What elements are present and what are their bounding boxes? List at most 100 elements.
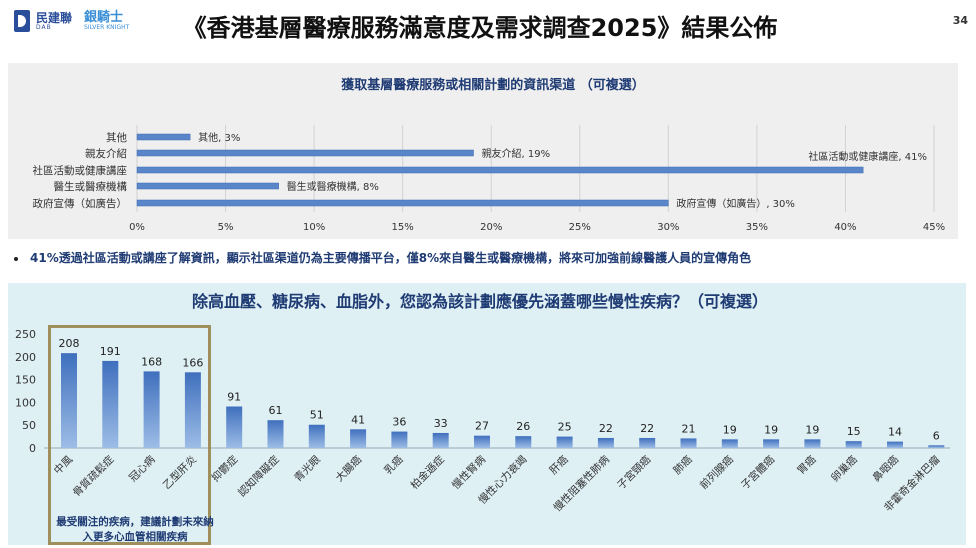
bar [680,438,697,448]
data-label: 21 [682,422,696,435]
dab-logo-text: 民建聯 [36,10,73,25]
bar [556,436,573,448]
chart-title: 獲取基層醫療服務或相關計劃的資訊渠道 （可複選） [341,77,645,93]
silver-knight-logo: 銀騎士 SILVER KNIGHT [84,11,129,31]
category-label: 政府宣傳（如廣告） [33,197,128,210]
x-tick-label: 0% [129,222,145,233]
bar [136,166,864,174]
data-label: 41 [351,413,365,426]
bar [474,435,490,448]
y-tick-label: 100 [15,396,36,409]
y-tick-label: 200 [15,351,36,364]
chart-title: 除高血壓、糖尿病、血脂外，您認為該計劃應優先涵蓋哪些慢性疾病？（可複選） [192,292,768,311]
silver-knight-logo-sub: SILVER KNIGHT [84,24,130,31]
category-label: 子宮頸癌 [614,453,653,492]
category-label: 認知障礙症 [235,453,282,500]
data-label: 19 [764,423,778,436]
silver-knight-logo-text: 銀騎士 [84,10,124,25]
data-label: 19 [723,423,737,436]
category-label: 其他 [106,131,127,144]
y-tick-label: 50 [22,419,36,432]
bar [143,371,160,448]
category-label: 肝癌 [547,453,571,477]
data-label: 14 [888,426,902,439]
y-tick-label: 0 [29,442,36,455]
bar [597,437,614,448]
category-label: 抑鬱症 [209,453,241,485]
top-diseases-highlight-box [48,325,211,545]
category-label: 慢性腎病 [449,453,488,492]
data-label: 其他, 3% [198,131,240,144]
category-label: 醫生或醫療機構 [54,180,128,193]
bar [136,149,474,157]
category-label: 肺癌 [671,453,695,477]
page-number: 34 [952,14,968,27]
category-label: 柏金遜症 [408,453,447,492]
data-label: 208 [59,337,80,350]
bar [763,439,780,448]
x-tick-label: 30% [657,222,679,233]
data-label: 醫生或醫療機構, 8% [287,180,379,193]
data-label: 51 [310,409,324,422]
page-title: 《香港基層醫療服務滿意度及需求調查2025》結果公佈 [182,14,778,42]
bar [267,420,284,448]
data-label: 33 [434,417,448,430]
bar [928,445,945,448]
x-tick-label: 45% [923,222,945,233]
x-tick-label: 5% [218,222,234,233]
bar [226,406,243,448]
category-label: 乳癌 [381,453,405,477]
bar [184,372,201,448]
data-label: 26 [516,420,530,433]
dab-logo: 民建聯 DAB [36,12,72,31]
bar [887,441,903,448]
data-label: 親友介紹, 19% [482,147,551,160]
x-tick-label: 35% [746,222,768,233]
data-label: 27 [475,420,489,433]
data-label: 19 [805,423,819,436]
category-label: 鼻咽癌 [870,453,902,485]
bar [350,429,367,448]
x-tick-label: 15% [392,222,414,233]
bar [391,431,408,448]
y-tick-label: 250 [15,328,36,341]
category-label: 社區活動或健康講座 [33,164,128,177]
x-tick-label: 10% [303,222,325,233]
data-label: 61 [269,404,283,417]
category-label: 卵巢癌 [828,453,860,485]
insight-note: 41%透過社區活動或講座了解資訊，顯示社區渠道仍為主要傳播平台，僅8%來自醫生或… [14,249,964,266]
bar [721,439,738,448]
bar [136,133,191,141]
data-label: 6 [933,429,940,442]
bar [61,353,77,448]
data-label: 168 [141,355,162,368]
category-label: 青光眼 [291,453,323,485]
category-label: 子宮體癌 [738,453,777,492]
category-label: 親友介紹 [85,147,127,160]
category-label: 大腸癌 [333,453,365,485]
bar [515,436,532,448]
x-tick-label: 40% [834,222,856,233]
x-tick-label: 25% [569,222,591,233]
category-label: 前列腺癌 [697,453,736,492]
data-label: 36 [392,416,406,429]
data-label: 社區活動或健康講座, 41% [808,150,927,163]
x-tick-label: 20% [480,222,502,233]
data-label: 91 [227,391,241,404]
data-label: 25 [558,421,572,434]
bar [432,432,449,448]
dab-logo-sub: DAB [36,23,52,31]
data-label: 191 [100,345,121,358]
bar [845,441,862,448]
data-label: 22 [599,422,613,435]
data-label: 15 [847,425,861,438]
bullet-icon [14,256,18,261]
bar [639,437,656,448]
bar [136,182,279,190]
category-label: 胃癌 [794,453,818,477]
logo-group: 民建聯 DAB 銀騎士 SILVER KNIGHT [14,10,129,32]
bar [308,424,325,448]
dab-logo-icon [14,10,30,32]
